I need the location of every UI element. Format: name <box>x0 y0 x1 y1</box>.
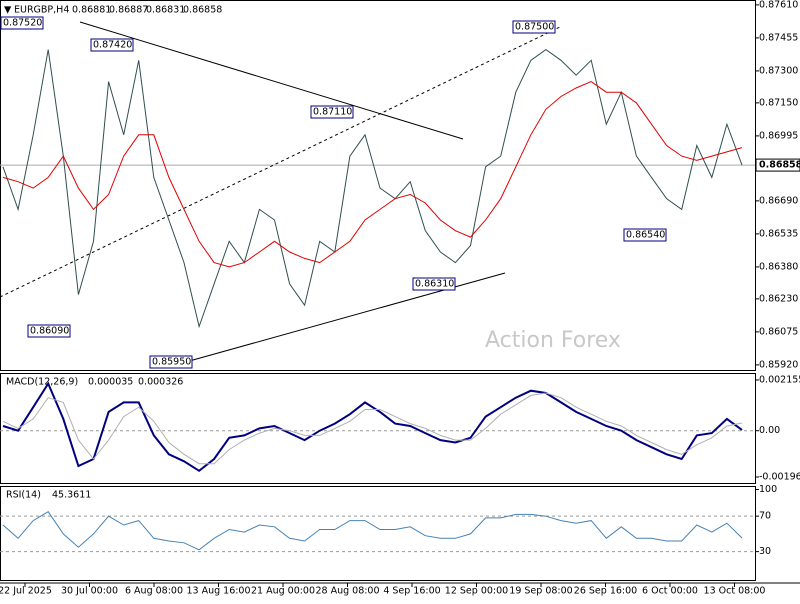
ohlc-value: 0.86881 <box>72 5 111 16</box>
y-tick-label: 0.86690 <box>759 195 798 206</box>
x-tick-label: 13 Oct 08:00 <box>704 586 766 597</box>
y-tick-label: 0.87300 <box>759 65 798 76</box>
ohlc-value: 0.86887 <box>109 5 148 16</box>
current-price-label: 0.86858 <box>759 160 800 171</box>
x-tick-label: 22 Jul 2025 <box>0 586 52 597</box>
y-tick-label: 0.86075 <box>759 326 798 337</box>
annotation-label: 0.86540 <box>626 230 665 241</box>
x-tick-label: 19 Sep 08:00 <box>509 586 572 597</box>
indicator-value: 0.000326 <box>138 377 183 388</box>
annotation-label: 0.85950 <box>152 357 191 368</box>
y-tick-label: 0.87150 <box>759 97 798 108</box>
y-tick-label: 0.86230 <box>759 293 798 304</box>
header-arrow: ▼ <box>4 5 12 16</box>
y-tick-label: 0.87455 <box>759 32 798 43</box>
y-tick-label: 0.87610 <box>759 0 798 10</box>
series-line <box>2 81 743 268</box>
annotation-label: 0.86090 <box>30 326 69 337</box>
trendline <box>0 26 561 298</box>
annotation-label: 0.86310 <box>415 279 454 290</box>
y-tick-label: 100 <box>759 484 777 495</box>
x-tick-label: 12 Sep 00:00 <box>445 586 508 597</box>
annotation-label: 0.87420 <box>93 40 132 51</box>
y-tick-label: 0.002155 <box>759 374 800 385</box>
series-line <box>2 392 743 465</box>
annotation-box <box>412 277 456 291</box>
trendline <box>79 21 464 140</box>
x-tick-label: 28 Aug 08:00 <box>315 586 379 597</box>
panel-frame <box>0 373 756 484</box>
annotation-label: 0.87110 <box>313 107 352 118</box>
y-tick-label: 0.86995 <box>759 130 798 141</box>
annotation-box <box>27 324 71 338</box>
x-tick-label: 6 Aug 08:00 <box>125 586 183 597</box>
x-tick-label: 6 Oct 00:00 <box>642 586 698 597</box>
annotation-box <box>149 355 193 369</box>
annotation-label: 0.87500 <box>515 22 554 33</box>
indicator-name: MACD(12,26,9) <box>6 377 78 388</box>
y-tick-label: 30 <box>759 546 771 557</box>
y-tick-label: 0.85920 <box>759 359 798 370</box>
x-tick-label: 30 Jul 00:00 <box>61 586 118 597</box>
indicator-value: 0.000035 <box>88 377 133 388</box>
series-line <box>2 511 743 551</box>
indicator-name: RSI(14) <box>6 490 41 501</box>
x-tick-label: 4 Sep 16:00 <box>383 586 440 597</box>
annotation-box <box>512 20 556 34</box>
annotation-box <box>90 38 134 52</box>
ohlc-value: 0.86858 <box>183 5 222 16</box>
y-tick-label: 0.00 <box>759 425 780 436</box>
panel-frame <box>0 486 756 581</box>
series-line <box>2 381 743 473</box>
symbol: EURGBP,H4 <box>14 5 69 16</box>
annotation-box <box>623 228 667 242</box>
x-tick-label: 13 Aug 16:00 <box>186 586 250 597</box>
panel-frame <box>0 0 756 371</box>
y-tick-label: 0.86380 <box>759 261 798 272</box>
ohlc-value: 0.86831 <box>146 5 185 16</box>
watermark: Action Forex <box>485 328 621 353</box>
current-price-box <box>755 158 800 172</box>
x-tick-label: 21 Aug 00:00 <box>251 586 315 597</box>
annotation-label: 0.87520 <box>3 18 42 29</box>
y-tick-label: -0.001965 <box>759 471 800 482</box>
indicator-value: 45.3611 <box>52 490 91 501</box>
y-tick-label: 0.86535 <box>759 228 798 239</box>
annotation-box <box>0 16 44 30</box>
series-line <box>2 48 743 329</box>
x-tick-label: 26 Sep 16:00 <box>574 586 637 597</box>
annotation-box <box>310 105 354 119</box>
y-tick-label: 70 <box>759 511 771 522</box>
